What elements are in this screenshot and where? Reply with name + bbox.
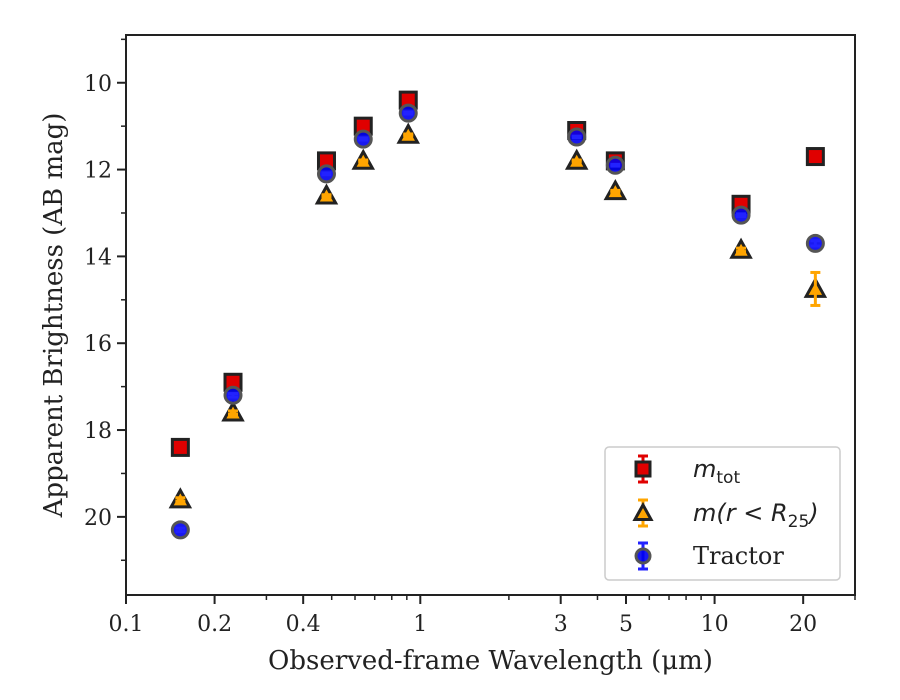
y-axis-label: Apparent Brightness (AB mag) (39, 113, 69, 519)
data-point (223, 385, 243, 405)
data-point (353, 129, 373, 149)
data-point (564, 148, 589, 170)
legend-item: mtot (634, 454, 740, 488)
y-tick-label: 14 (84, 245, 112, 270)
x-tick-label: 10 (701, 612, 729, 637)
y-tick-label: 12 (84, 159, 112, 184)
data-point (729, 237, 753, 259)
data-point (316, 164, 336, 184)
data-point (398, 103, 418, 123)
legend-label: m(r < R25) (693, 499, 819, 532)
marker-triangle (632, 501, 654, 521)
data-point (605, 155, 625, 175)
legend-box (604, 446, 841, 581)
data-point (314, 183, 339, 205)
legend-label: mtot (693, 455, 740, 488)
data-point (396, 122, 420, 144)
y-tick-label: 10 (84, 72, 112, 97)
data-point (168, 487, 193, 509)
data-point (603, 178, 628, 201)
series-triangle (168, 122, 828, 509)
legend-item: Tractor (634, 541, 784, 571)
marker-square (634, 460, 652, 478)
y-tick-label: 18 (84, 419, 112, 444)
data-point (805, 147, 825, 167)
x-tick-label: 5 (619, 612, 633, 637)
data-point (353, 116, 373, 136)
data-point (170, 437, 190, 457)
legend-item: m(r < R25) (632, 498, 819, 532)
series-square (170, 90, 825, 457)
data-point (567, 127, 587, 147)
marker-circle (634, 547, 652, 565)
plot-frame (125, 34, 856, 596)
data-point (170, 520, 190, 540)
y-tick-label: 20 (84, 506, 112, 531)
y-tick-label: 16 (84, 332, 112, 357)
x-tick-label: 1 (413, 612, 427, 637)
axis-ticks: 0.1 0.2 0.4 1 3 5 10 20 10 12 14 16 18 20 (84, 38, 856, 637)
data-point (351, 148, 376, 170)
plot-area: 0.1 0.2 0.4 1 3 5 10 20 10 12 14 16 18 20 (84, 34, 856, 637)
x-tick-label: 0.1 (109, 612, 144, 637)
x-tick-label: 0.4 (286, 612, 321, 637)
x-axis-label: Observed-frame Wavelength (μm) (268, 646, 713, 676)
data-point (731, 205, 751, 225)
data-point (805, 233, 825, 253)
x-tick-label: 0.2 (197, 612, 232, 637)
data-marks (168, 90, 828, 540)
x-tick-label: 20 (789, 612, 817, 637)
legend-label: Tractor (693, 542, 784, 570)
data-point (221, 400, 245, 422)
series-circle (170, 103, 825, 540)
x-tick-label: 3 (554, 612, 568, 637)
legend: mtot m(r < R25) Tractor (604, 446, 841, 581)
data-point (803, 270, 828, 307)
